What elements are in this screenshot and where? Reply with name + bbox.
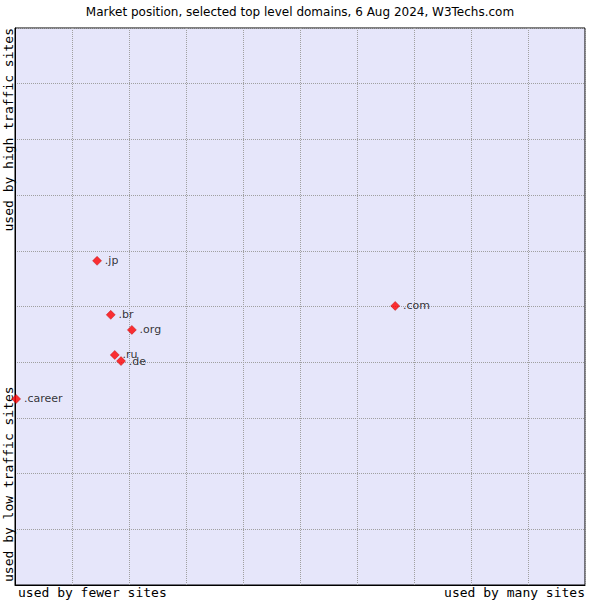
svg-text:.jp: .jp (105, 254, 119, 267)
svg-text:.com: .com (403, 299, 430, 312)
svg-text:Market position, selected top: Market position, selected top level doma… (86, 5, 514, 19)
svg-text:used by high traffic sites: used by high traffic sites (1, 28, 16, 232)
svg-text:.de: .de (129, 355, 146, 368)
svg-text:.org: .org (140, 323, 162, 336)
svg-text:.br: .br (119, 308, 134, 321)
svg-text:.career: .career (24, 392, 63, 405)
svg-text:used by fewer sites: used by fewer sites (18, 585, 167, 600)
svg-text:used by low traffic sites: used by low traffic sites (1, 386, 16, 582)
svg-text:used by many sites: used by many sites (444, 585, 585, 600)
